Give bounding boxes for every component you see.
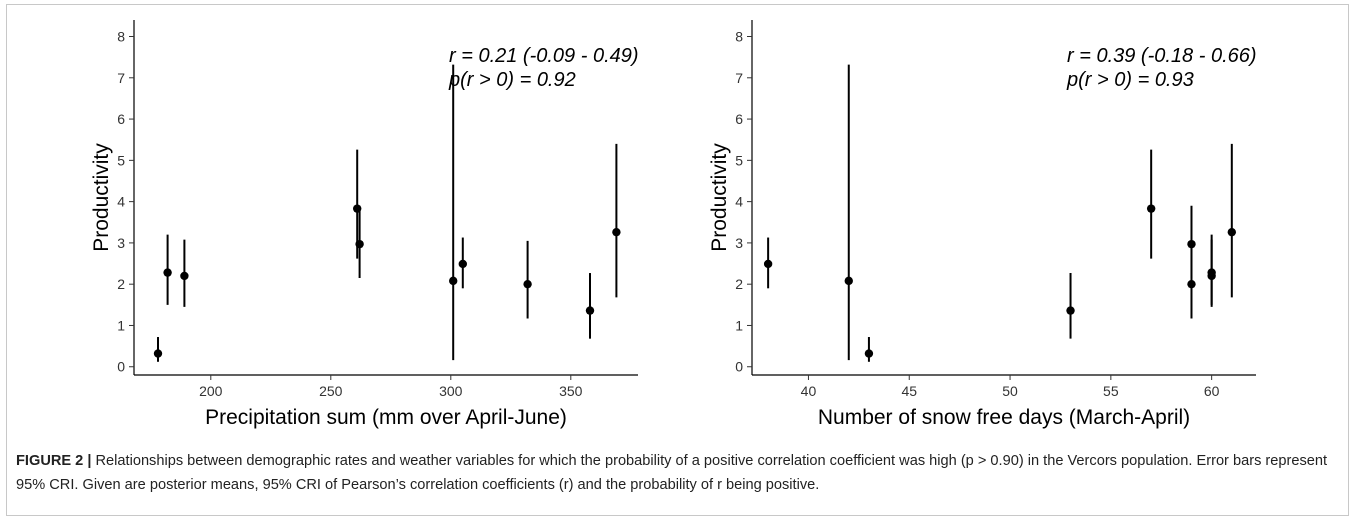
y-tick-label: 5 <box>117 152 125 168</box>
probability-positive: p(r > 0) = 0.92 <box>448 69 576 91</box>
x-axis-title: Number of snow free days (March-April) <box>818 406 1190 429</box>
correlation-estimate: r = 0.39 (-0.18 - 0.66) <box>1067 45 1257 67</box>
y-tick-label: 4 <box>735 194 743 210</box>
data-point <box>1227 227 1237 237</box>
x-tick-label: 200 <box>199 383 223 399</box>
data-point <box>523 279 532 289</box>
x-tick-label: 250 <box>319 383 343 399</box>
y-tick-label: 3 <box>735 235 743 251</box>
x-tick-label: 300 <box>439 383 463 399</box>
x-axis-title: Precipitation sum (mm over April-June) <box>205 406 567 429</box>
x-tick-label: 45 <box>901 383 917 399</box>
data-point <box>1187 279 1196 289</box>
data-point <box>449 276 458 286</box>
x-tick-label: 55 <box>1103 383 1119 399</box>
y-tick-label: 7 <box>735 70 743 86</box>
data-point <box>153 349 163 358</box>
data-point <box>864 349 874 358</box>
x-tick-label: 60 <box>1204 383 1220 399</box>
x-tick-label: 50 <box>1002 383 1018 399</box>
y-tick-label: 4 <box>117 194 125 210</box>
caption-label: FIGURE 2 | <box>16 453 92 469</box>
data-point <box>763 259 773 269</box>
y-tick-label: 7 <box>117 70 125 86</box>
y-tick-label: 5 <box>735 152 743 168</box>
y-tick-label: 6 <box>117 111 125 127</box>
y-tick-label: 8 <box>117 29 125 45</box>
probability-positive: p(r > 0) = 0.93 <box>1066 69 1194 91</box>
y-tick-label: 8 <box>735 29 743 45</box>
y-axis-title: Productivity <box>90 143 113 252</box>
x-tick-label: 350 <box>559 383 583 399</box>
y-axis-title: Productivity <box>708 143 731 252</box>
figure-caption: FIGURE 2 | Relationships between demogra… <box>16 449 1341 497</box>
y-tick-label: 3 <box>117 235 125 251</box>
data-point <box>585 306 595 315</box>
data-point <box>1066 306 1075 315</box>
y-tick-label: 0 <box>735 359 743 375</box>
y-tick-label: 0 <box>117 359 125 375</box>
chart-precipitation: 0 1 2 3 4 5 6 7 8 200 250 300 350 Precipitation sum (… <box>90 20 639 429</box>
data-point <box>612 227 621 237</box>
y-tick-label: 6 <box>735 111 743 127</box>
data-point <box>163 268 172 277</box>
data-point <box>1146 204 1156 213</box>
data-point <box>1207 271 1216 281</box>
correlation-estimate: r = 0.21 (-0.09 - 0.49) <box>449 45 639 67</box>
y-tick-label: 1 <box>117 317 125 333</box>
y-tick-label: 2 <box>735 276 743 292</box>
y-tick-label: 2 <box>117 276 125 292</box>
y-tick-label: 1 <box>735 317 743 333</box>
figure-frame <box>6 4 1349 516</box>
x-tick-label: 40 <box>801 383 817 399</box>
data-point <box>844 276 853 286</box>
data-point <box>180 271 189 281</box>
data-point <box>355 239 364 249</box>
data-point <box>458 259 467 269</box>
caption-text: Relationships between demographic rates … <box>16 453 1328 493</box>
